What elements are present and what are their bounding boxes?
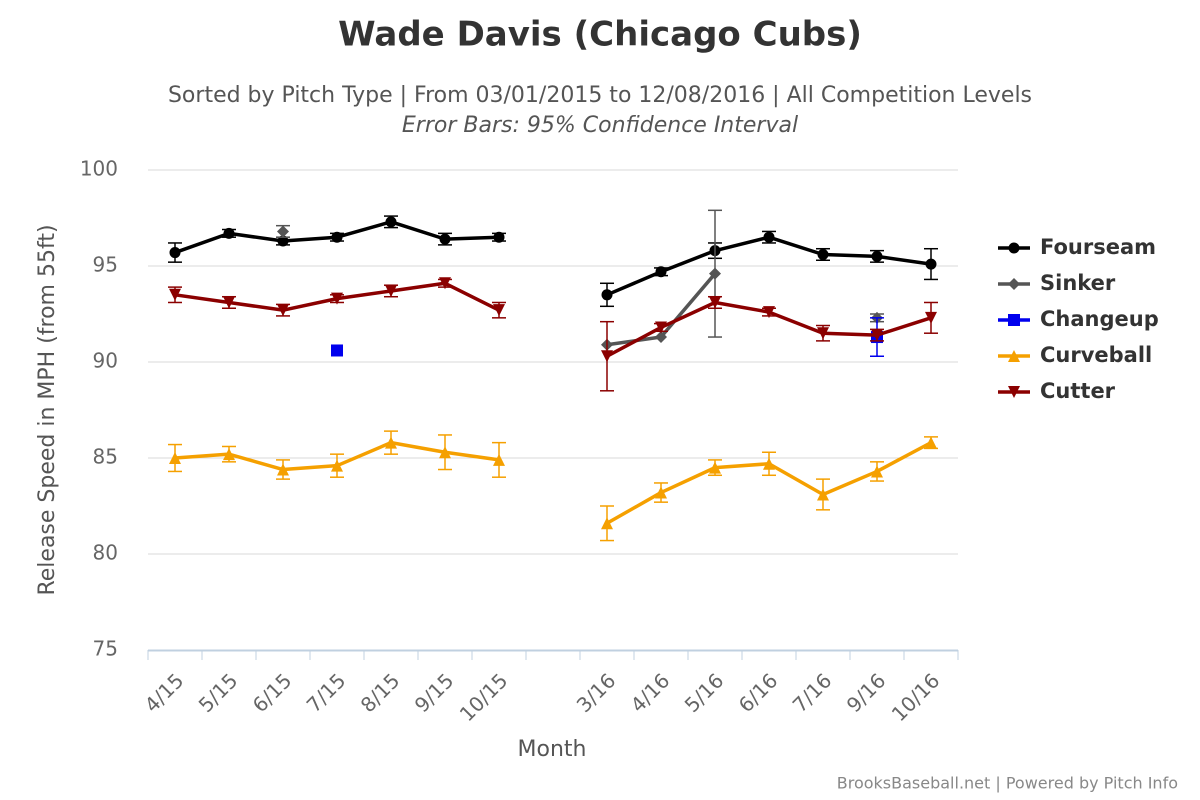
marker xyxy=(493,231,505,243)
x-tick-label: 4/15 xyxy=(140,668,189,717)
x-axis-title: Month xyxy=(518,737,587,762)
marker xyxy=(169,288,181,301)
marker xyxy=(601,289,613,301)
marker xyxy=(817,488,829,501)
marker xyxy=(655,266,667,278)
marker xyxy=(871,329,883,342)
y-axis-title: Release Speed in MPH (from 55ft) xyxy=(35,224,60,595)
marker xyxy=(223,448,235,461)
series-line xyxy=(174,440,932,525)
marker xyxy=(439,277,451,290)
legend-label: Fourseam xyxy=(1040,235,1156,259)
marker xyxy=(169,452,181,464)
marker xyxy=(331,231,343,243)
x-tick-label: 9/16 xyxy=(842,668,891,717)
marker xyxy=(655,486,667,499)
marker xyxy=(1008,278,1020,290)
x-tick-label: 7/16 xyxy=(788,668,837,717)
legend-label: Cutter xyxy=(1040,379,1116,403)
marker xyxy=(709,267,721,280)
x-tick-label: 4/16 xyxy=(626,668,675,717)
marker xyxy=(493,453,505,466)
marker xyxy=(277,235,289,247)
marker xyxy=(709,296,721,309)
marker xyxy=(709,461,721,474)
marker xyxy=(439,233,451,245)
x-tick-label: 9/15 xyxy=(410,668,459,717)
subtitle: Error Bars: 95% Confidence Interval xyxy=(402,113,798,138)
x-tick-label: 10/15 xyxy=(455,668,513,726)
legend-label: Changeup xyxy=(1040,307,1159,331)
credit: BrooksBaseball.net | Powered by Pitch In… xyxy=(837,774,1178,793)
y-tick-label: 85 xyxy=(93,445,118,469)
marker xyxy=(1008,242,1020,254)
marker xyxy=(871,465,883,478)
marker xyxy=(925,311,937,324)
x-tick-label: 6/16 xyxy=(734,668,783,717)
marker xyxy=(601,517,613,530)
marker xyxy=(331,459,343,472)
marker xyxy=(385,216,397,228)
y-tick-label: 90 xyxy=(93,349,118,373)
marker xyxy=(871,250,883,262)
legend-label: Sinker xyxy=(1040,271,1116,295)
marker xyxy=(493,304,505,317)
series-line xyxy=(174,220,932,297)
marker xyxy=(439,446,451,459)
x-tick-label: 6/15 xyxy=(248,668,297,717)
marker xyxy=(817,327,829,340)
y-tick-label: 80 xyxy=(93,541,118,565)
marker xyxy=(385,284,397,297)
marker xyxy=(655,321,667,334)
legend-label: Curveball xyxy=(1040,343,1152,367)
marker xyxy=(925,436,937,449)
x-tick-label: 7/15 xyxy=(302,668,351,717)
marker xyxy=(655,331,667,344)
marker xyxy=(331,344,343,357)
marker xyxy=(223,227,235,239)
marker xyxy=(763,231,775,243)
marker xyxy=(169,247,181,259)
marker xyxy=(223,296,235,309)
x-tick-label: 5/15 xyxy=(194,668,243,717)
marker xyxy=(331,292,343,305)
x-tick-label: 3/16 xyxy=(572,668,621,717)
chart-title: Wade Davis (Chicago Cubs) xyxy=(338,15,862,55)
series-line xyxy=(174,281,932,358)
marker xyxy=(277,225,289,238)
marker xyxy=(277,304,289,317)
subtitle: Sorted by Pitch Type | From 03/01/2015 t… xyxy=(168,83,1032,108)
x-tick-label: 8/15 xyxy=(356,668,405,717)
marker xyxy=(1008,350,1020,362)
marker xyxy=(1008,386,1020,398)
x-tick-label: 10/16 xyxy=(887,668,945,726)
y-tick-label: 95 xyxy=(93,253,118,277)
y-tick-label: 75 xyxy=(93,637,118,661)
marker xyxy=(763,457,775,470)
marker xyxy=(601,350,613,363)
marker xyxy=(277,463,289,476)
y-tick-label: 100 xyxy=(80,157,118,181)
marker xyxy=(385,436,397,449)
marker xyxy=(1008,314,1020,326)
marker xyxy=(763,306,775,319)
marker xyxy=(925,258,937,270)
marker xyxy=(817,248,829,260)
x-tick-label: 5/16 xyxy=(680,668,729,717)
